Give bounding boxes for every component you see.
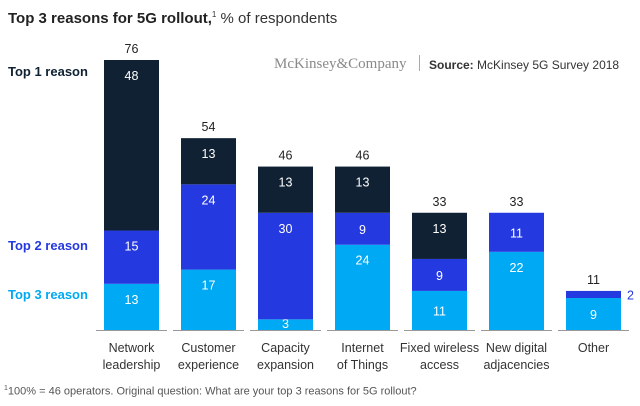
data-label-top2: 11 — [510, 226, 523, 240]
data-label-top3: 17 — [202, 279, 216, 293]
source-label: Source: — [429, 58, 474, 72]
data-label-top2: 9 — [359, 223, 366, 237]
bar-segment-top3 — [566, 298, 621, 330]
category-label-line: New digital — [485, 341, 548, 355]
category-label: Network leadership — [87, 340, 177, 374]
bar-segment-top3 — [258, 319, 313, 330]
category-label-line: Customer — [181, 341, 236, 355]
data-label-top2: 9 — [436, 269, 443, 283]
data-label-top3: 22 — [510, 261, 524, 275]
bar-segment-top3 — [181, 269, 236, 330]
bar-segment-top2 — [566, 290, 621, 299]
category-label: New digital adjacencies — [472, 340, 562, 374]
total-label: 54 — [202, 120, 216, 134]
bar-segment-top3 — [335, 244, 390, 330]
category-label: Other — [549, 340, 639, 374]
source-note: Source: McKinsey 5G Survey 2018 — [429, 58, 619, 72]
category-label: Customer experience — [164, 340, 254, 374]
category-label-line: Capacity — [261, 341, 310, 355]
title-footnote-marker: 1 — [211, 10, 217, 19]
total-label: 46 — [279, 149, 293, 163]
data-label-top1: 13 — [279, 176, 293, 190]
footnote-text: 100% = 46 operators. Original question: … — [7, 385, 417, 398]
legend-top1: Top 1 reason — [8, 64, 88, 79]
bar-segment-top3 — [489, 251, 544, 330]
bar-segment-top2 — [412, 258, 467, 291]
footnote: 1100% = 46 operators. Original question:… — [4, 385, 417, 398]
footnote-marker: 1 — [4, 385, 8, 392]
chart-title: Top 3 reasons for 5G rollout,1 % of resp… — [8, 10, 337, 27]
source-text: McKinsey 5G Survey 2018 — [473, 58, 620, 72]
bar-segment-top1 — [335, 166, 390, 213]
data-label-top3: 24 — [356, 254, 370, 268]
header-divider — [419, 55, 420, 71]
total-label: 11 — [587, 273, 600, 287]
category-label: Internet of Things — [318, 340, 408, 374]
bar-segment-top1 — [412, 212, 467, 259]
category-label-line: Network — [108, 341, 155, 355]
total-label: 33 — [433, 195, 447, 209]
bar-segment-top1 — [258, 166, 313, 213]
category-label-line: of Things — [336, 358, 389, 372]
title-unit: % of respondents — [216, 10, 338, 27]
category-label-line: Fixed wireless — [399, 341, 480, 355]
bar-segment-top3 — [412, 290, 467, 330]
category-label-line: Internet — [341, 341, 384, 355]
category-label: Fixed wireless access — [395, 340, 485, 374]
data-label-top2: 2 — [627, 288, 634, 302]
bar-segment-top3 — [104, 283, 159, 330]
legend-top3: Top 3 reason — [8, 287, 88, 302]
legend-top2: Top 2 reason — [8, 238, 88, 253]
bar-segment-top1 — [181, 138, 236, 185]
bar-segment-top2 — [104, 230, 159, 284]
category-label-line: leadership — [102, 358, 161, 372]
bar-segment-top2 — [489, 212, 544, 252]
data-label-top2: 30 — [279, 222, 293, 236]
data-label-top3: 13 — [125, 293, 139, 307]
category-label-line: expansion — [257, 358, 314, 372]
data-label-top1: 13 — [433, 222, 447, 236]
title-main: Top 3 reasons for 5G rollout, — [8, 10, 212, 27]
data-label-top2: 15 — [125, 240, 139, 254]
data-label-top3: 11 — [433, 304, 446, 318]
category-label-line: experience — [177, 358, 240, 372]
data-label-top1: 13 — [356, 176, 370, 190]
category-label-line: adjacencies — [483, 358, 550, 372]
total-label: 33 — [510, 195, 524, 209]
category-label: Capacity expansion — [241, 340, 331, 374]
bar-segment-top1 — [104, 60, 159, 231]
bar-segment-top2 — [258, 212, 313, 320]
bar-segment-top2 — [335, 212, 390, 245]
data-label-top2: 24 — [202, 193, 216, 207]
data-label-top3: 9 — [590, 308, 597, 322]
category-label-line — [549, 357, 639, 374]
total-label: 76 — [125, 42, 139, 56]
data-label-top3: 3 — [282, 317, 289, 331]
category-label-line: access — [420, 358, 459, 372]
data-label-top1: 48 — [125, 69, 139, 83]
total-label: 46 — [356, 149, 370, 163]
data-label-top1: 13 — [202, 147, 216, 161]
bar-segment-top2 — [181, 184, 236, 270]
brand-logo: McKinsey&Company — [274, 56, 407, 72]
category-label-line: Other — [577, 341, 610, 355]
